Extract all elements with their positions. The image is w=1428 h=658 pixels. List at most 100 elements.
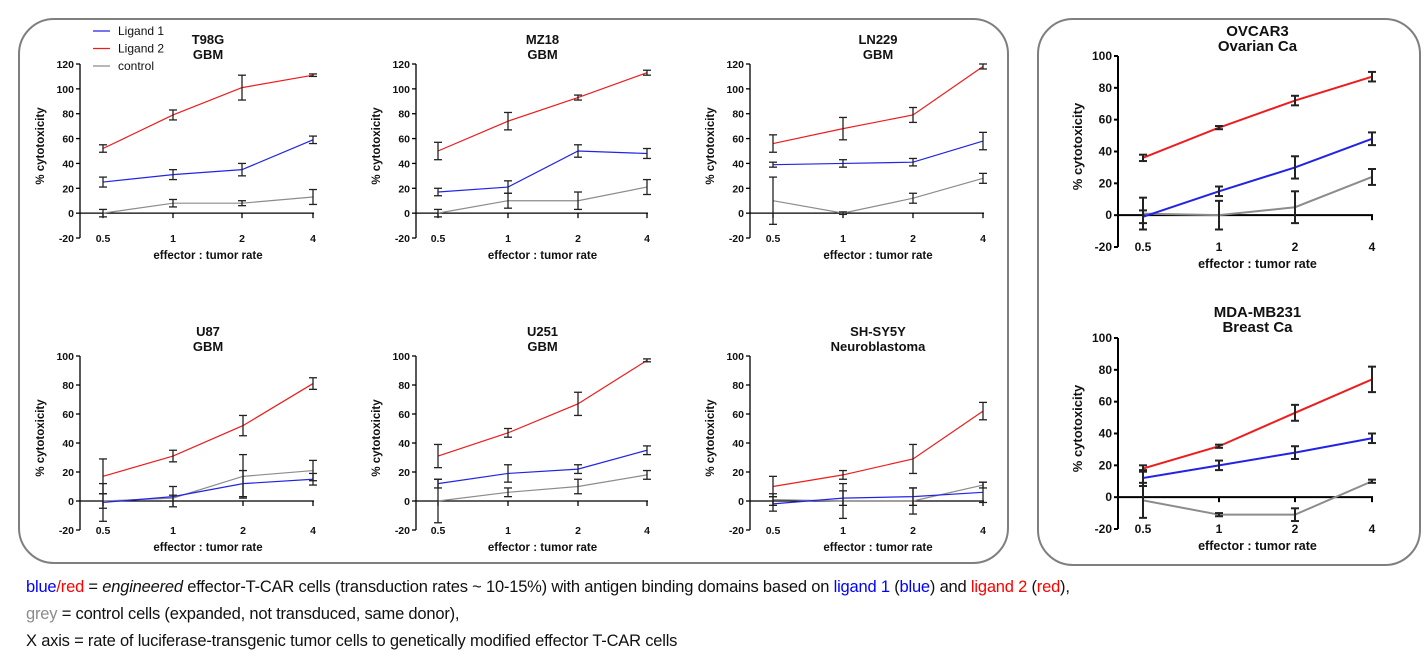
y-tick-label: -20 <box>729 525 744 537</box>
series-line-control <box>437 186 648 214</box>
y-tick-label: -20 <box>395 525 410 537</box>
chart-title: OVCAR3 <box>1226 23 1289 40</box>
series-line-ligand1 <box>772 140 984 166</box>
series-line-ligand2 <box>772 65 984 145</box>
series-line-ligand1 <box>1142 137 1373 218</box>
caption-blue-word: blue <box>26 578 57 596</box>
x-tick-label: 0.5 <box>1135 522 1152 536</box>
y-axis-label: % cytotoxicity <box>705 399 717 477</box>
y-tick-label: 0 <box>1105 208 1112 222</box>
legend-label-ligand2: Ligand 2 <box>118 42 164 56</box>
caption-line-2: grey = control cells (expanded, not tran… <box>26 605 460 624</box>
caption-paren1-close: ) and <box>929 578 971 596</box>
caption-line-3: X axis = rate of luciferase-transgenic t… <box>26 632 678 650</box>
series-line-control <box>772 484 984 502</box>
x-tick-label: 1 <box>1216 522 1223 536</box>
y-tick-label: 60 <box>62 134 74 146</box>
x-tick-label: 2 <box>1292 522 1299 536</box>
y-tick-label: 40 <box>732 158 744 170</box>
x-tick-label: 1 <box>1216 240 1223 254</box>
y-tick-label: 0 <box>738 208 744 220</box>
x-tick-label: 2 <box>575 233 581 245</box>
y-tick-label: 80 <box>398 109 410 121</box>
y-tick-label: 100 <box>726 84 744 96</box>
caption-equals: = <box>84 578 103 596</box>
series-line-ligand2 <box>437 359 648 457</box>
x-tick-label: 4 <box>644 233 650 245</box>
series-line-control <box>102 196 314 214</box>
chart-title: U87 <box>196 324 220 339</box>
y-axis-label: % cytotoxicity <box>1070 102 1085 190</box>
legend: Ligand 1 Ligand 2 control <box>93 24 164 73</box>
y-tick-label: 80 <box>732 380 744 392</box>
x-axis-label: effector : tumor rate <box>823 250 932 262</box>
x-tick-label: 2 <box>1292 240 1299 254</box>
y-tick-label: 60 <box>732 409 744 421</box>
x-tick-label: 0.5 <box>766 233 781 245</box>
series-line-ligand2 <box>1142 75 1373 159</box>
x-tick-label: 4 <box>980 233 986 245</box>
y-tick-label: 20 <box>398 467 410 479</box>
x-tick-label: 0.5 <box>431 525 446 537</box>
x-axis-label: effector : tumor rate <box>488 542 597 554</box>
x-tick-label: 2 <box>910 525 916 537</box>
series-line-ligand1 <box>102 478 314 504</box>
x-tick-label: 4 <box>980 525 986 537</box>
y-tick-label: -20 <box>59 525 74 537</box>
caption-red-word-2: red <box>1036 578 1061 596</box>
chart-title: LN229 <box>858 32 897 47</box>
series-line-ligand2 <box>102 383 314 477</box>
panel-frame-left <box>18 18 1009 564</box>
y-tick-label: 60 <box>1099 113 1113 127</box>
x-tick-label: 4 <box>1369 522 1376 536</box>
x-tick-label: 4 <box>1369 240 1376 254</box>
y-axis-label: % cytotoxicity <box>35 399 47 477</box>
y-tick-label: 40 <box>732 438 744 450</box>
y-tick-label: 20 <box>732 467 744 479</box>
x-axis-label: effector : tumor rate <box>153 250 262 262</box>
series-line-ligand1 <box>1142 437 1373 480</box>
chart-title: MDA-MB231 <box>1214 304 1302 321</box>
caption-red-word: red <box>60 578 85 596</box>
series-line-control <box>437 474 648 502</box>
caption-paren2-close: ), <box>1060 578 1070 596</box>
caption-line-1: blue/red = engineered effector-T-CAR cel… <box>26 578 1070 597</box>
y-axis-label: % cytotoxicity <box>35 107 47 185</box>
x-tick-label: 1 <box>840 525 846 537</box>
y-axis-label: % cytotoxicity <box>371 399 383 477</box>
x-axis-label: effector : tumor rate <box>488 250 597 262</box>
y-tick-label: 0 <box>404 496 410 508</box>
chart-title: T98G <box>192 32 225 47</box>
y-tick-label: 100 <box>1092 331 1112 345</box>
caption-grey-rest: = control cells (expanded, not transduce… <box>57 605 460 623</box>
series-line-ligand1 <box>102 139 314 183</box>
y-tick-label: 60 <box>398 409 410 421</box>
y-tick-label: 120 <box>392 59 410 71</box>
chart-title: GBM <box>527 339 557 354</box>
y-tick-label: 20 <box>732 183 744 195</box>
chart-title: SH-SY5Y <box>850 324 906 339</box>
x-axis-label: effector : tumor rate <box>153 542 262 554</box>
chart-title: GBM <box>193 339 223 354</box>
caption-grey-word: grey <box>26 605 58 623</box>
y-tick-label: 80 <box>62 109 74 121</box>
y-tick-label: -20 <box>395 233 410 245</box>
legend-label-ligand1: Ligand 1 <box>118 24 164 38</box>
y-tick-label: 40 <box>398 158 410 170</box>
y-tick-label: 100 <box>56 351 74 363</box>
x-tick-label: 0.5 <box>1135 240 1152 254</box>
y-tick-label: 40 <box>1099 145 1113 159</box>
x-tick-label: 0.5 <box>766 525 781 537</box>
y-tick-label: 100 <box>392 351 410 363</box>
y-tick-label: -20 <box>1095 240 1113 254</box>
x-tick-label: 1 <box>170 525 176 537</box>
y-tick-label: 40 <box>62 438 74 450</box>
chart-title: GBM <box>193 47 223 62</box>
y-tick-label: 80 <box>398 380 410 392</box>
x-tick-label: 0.5 <box>96 233 111 245</box>
x-tick-label: 2 <box>575 525 581 537</box>
